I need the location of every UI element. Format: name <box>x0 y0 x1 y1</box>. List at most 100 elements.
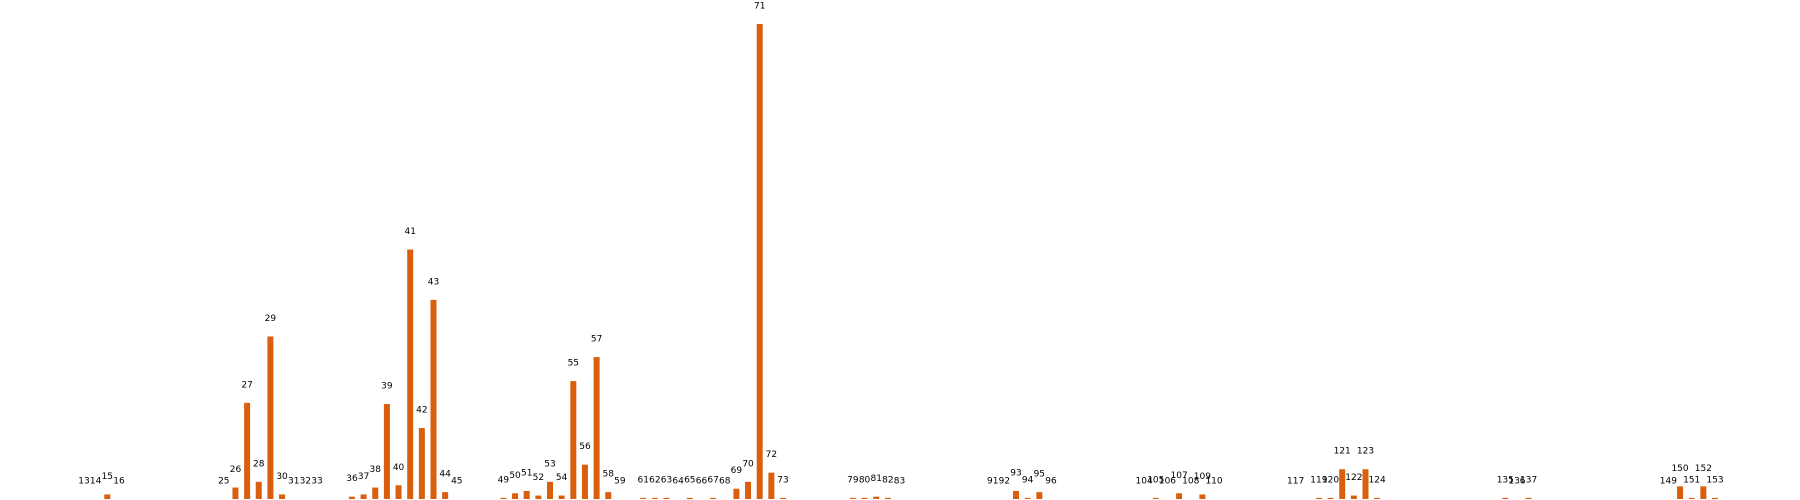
bar <box>1036 492 1043 499</box>
bar <box>1502 497 1509 499</box>
bar-label: 94 <box>1022 475 1034 485</box>
bar <box>640 497 647 499</box>
bar-label: 117 <box>1287 477 1304 487</box>
bar-label: 105 <box>1147 475 1164 485</box>
bar <box>442 492 449 499</box>
bar-label: 119 <box>1310 475 1327 485</box>
bar <box>1688 497 1695 499</box>
bar <box>849 497 856 499</box>
bar-label: 95 <box>1034 470 1045 480</box>
bar <box>523 490 530 499</box>
bar-label: 91 <box>987 477 998 487</box>
bar-label: 73 <box>777 475 788 485</box>
bar-label: 67 <box>707 475 718 485</box>
bar-label: 69 <box>731 466 743 476</box>
bar-label: 53 <box>544 459 555 469</box>
bar-label: 52 <box>533 473 544 483</box>
bar-label: 153 <box>1706 475 1723 485</box>
bar-label: 152 <box>1695 464 1712 474</box>
bar-label: 120 <box>1322 475 1339 485</box>
bar-label: 33 <box>311 477 322 487</box>
bar <box>745 481 752 499</box>
bar-label: 15 <box>102 472 113 482</box>
bar-label: 14 <box>90 477 102 487</box>
bar-label: 29 <box>265 314 277 324</box>
bar <box>1525 497 1532 499</box>
bar <box>581 464 588 499</box>
bar-label: 80 <box>859 475 871 485</box>
bar <box>593 357 600 499</box>
bar <box>1176 493 1183 499</box>
bar-label: 57 <box>591 335 602 345</box>
bar-label: 124 <box>1369 475 1386 485</box>
bar-label: 13 <box>78 477 89 487</box>
bar-label: 107 <box>1171 471 1188 481</box>
bar-label: 26 <box>230 465 242 475</box>
bar-label: 39 <box>381 382 393 392</box>
bar-label: 123 <box>1357 447 1374 457</box>
bar <box>873 496 880 499</box>
bar-label: 25 <box>218 477 229 487</box>
bar-label: 104 <box>1136 477 1153 487</box>
bar-label: 122 <box>1345 473 1362 483</box>
bar <box>1199 494 1206 499</box>
bar <box>884 497 891 499</box>
bar-label: 81 <box>870 474 881 484</box>
bar <box>780 497 786 499</box>
bar <box>663 497 670 499</box>
bar-label: 64 <box>672 477 684 487</box>
bar-label: 135 <box>1497 475 1514 485</box>
bar <box>104 494 111 499</box>
bar-label: 109 <box>1194 472 1211 482</box>
bar-label: 30 <box>276 472 288 482</box>
bar <box>1339 469 1346 499</box>
bar-label: 150 <box>1671 464 1688 474</box>
bar-label: 38 <box>370 465 382 475</box>
bar <box>267 336 274 499</box>
bar <box>861 497 868 499</box>
bar-label: 41 <box>404 227 415 237</box>
bar-label: 106 <box>1159 477 1176 487</box>
bar-label: 121 <box>1334 447 1351 457</box>
bar-label: 71 <box>754 2 765 12</box>
bar <box>558 495 565 499</box>
bar-label: 28 <box>253 459 265 469</box>
bar <box>547 481 553 499</box>
bar-label: 27 <box>241 380 252 390</box>
bar <box>383 404 390 499</box>
bar <box>244 402 251 499</box>
bar-label: 149 <box>1660 477 1677 487</box>
bar <box>1374 497 1381 499</box>
bar <box>756 24 763 499</box>
bar <box>1712 497 1718 499</box>
bar-label: 37 <box>358 472 369 482</box>
bar-label: 65 <box>684 475 695 485</box>
bar-label: 43 <box>428 277 439 287</box>
bar-label: 70 <box>742 459 754 469</box>
bar <box>1152 497 1159 499</box>
bar <box>651 497 658 499</box>
bar-label: 151 <box>1683 475 1700 485</box>
bar <box>1315 497 1322 499</box>
bar <box>1327 497 1334 499</box>
bar-label: 108 <box>1182 477 1199 487</box>
bar-label: 110 <box>1205 477 1222 487</box>
bar-label: 136 <box>1508 477 1525 487</box>
bar-label: 82 <box>882 475 893 485</box>
bar <box>1024 497 1031 499</box>
bar-label: 83 <box>894 477 905 487</box>
bar <box>535 495 542 499</box>
bar <box>395 485 402 499</box>
bar-label: 93 <box>1010 468 1021 478</box>
bar <box>348 496 355 499</box>
bar-label: 63 <box>661 475 672 485</box>
bar-label: 137 <box>1520 475 1537 485</box>
bar-label: 61 <box>637 475 648 485</box>
bar-label: 40 <box>393 463 405 473</box>
bar <box>1013 490 1019 499</box>
bar <box>372 487 379 499</box>
bar-label: 36 <box>346 474 358 484</box>
bar-label: 68 <box>719 477 731 487</box>
bar-label: 79 <box>847 475 859 485</box>
